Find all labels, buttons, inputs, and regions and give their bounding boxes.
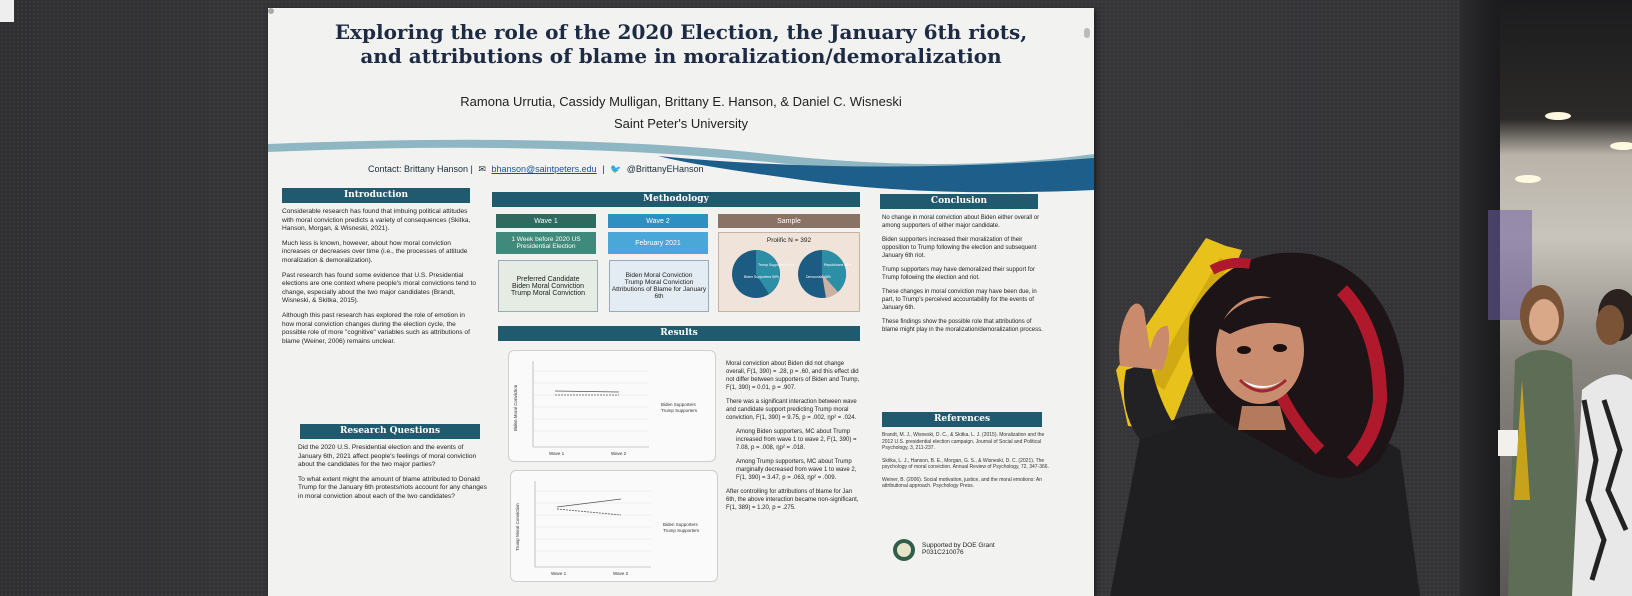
wave2-time: February 2021 [608, 232, 708, 254]
grant-line1: Supported by DOE Grant [922, 542, 995, 549]
presenter-person [1110, 238, 1420, 596]
intro-bullet: Much less is known, however, about how m… [282, 239, 468, 264]
poster-authors: Ramona Urrutia, Cassidy Mulligan, Britta… [460, 94, 902, 109]
results-bullet: Among Biden supporters, MC about Trump i… [736, 429, 857, 451]
intro-bullet: Considerable research has found that imb… [282, 208, 471, 233]
svg-text:Trump Supporters: Trump Supporters [663, 528, 700, 533]
poster-university: Saint Peter's University [614, 116, 748, 131]
svg-text:Democrats 48%: Democrats 48% [806, 275, 831, 279]
sample-box: Prolific N = 392 Biden Supporters 59% Tr… [718, 232, 860, 312]
push-pin [268, 8, 274, 14]
sample-n: Prolific N = 392 [766, 237, 812, 244]
rq-bullet: To what extent might the amount of blame… [298, 475, 487, 500]
trump-moral-conviction-chart: Trump Moral Conviction Wave 1 Wave 2 Bid… [510, 470, 718, 582]
results-text: Moral conviction about Biden did not cha… [726, 360, 862, 518]
references-list: Brandt, M. J., Wisneski, D. C., & Skitka… [882, 432, 1050, 496]
conclusion-text: No change in moral conviction about Bide… [882, 214, 1046, 340]
results-bullet: Among Trump supporters, MC about Trump m… [736, 459, 857, 481]
wave1-label: Wave 1 [496, 214, 596, 228]
results-heading: Results [498, 326, 860, 341]
email-icon: ✉ [478, 164, 486, 174]
research-questions-heading: Research Questions [300, 424, 480, 439]
conclusion-bullet: These findings show the possible role th… [882, 319, 1043, 333]
poster-title-line1: Exploring the role of the 2020 Election,… [334, 20, 1028, 44]
contact-email-link[interactable]: bhanson@saintpeters.edu [491, 164, 597, 174]
methodology-heading: Methodology [492, 192, 860, 207]
grant-line2: P031C210076 [922, 549, 964, 556]
wave2-label: Wave 2 [608, 214, 708, 228]
svg-text:Republicans 40%: Republicans 40% [824, 263, 851, 267]
results-bullet: After controlling for attributions of bl… [726, 489, 859, 511]
reference-item: Brandt, M. J., Wisneski, D. C., & Skitka… [882, 432, 1045, 451]
svg-text:Wave 2: Wave 2 [613, 571, 629, 576]
contact-twitter-handle: @BrittanyEHanson [626, 164, 704, 174]
poster-title-line2: and attributions of blame in moralizatio… [360, 44, 1002, 68]
conclusion-heading: Conclusion [880, 194, 1038, 209]
research-poster: Exploring the role of the 2020 Election,… [268, 8, 1094, 596]
svg-text:Trump Moral Conviction: Trump Moral Conviction [515, 503, 520, 551]
intro-bullet: Although this past research has explored… [282, 311, 470, 345]
doe-seal-icon [893, 539, 915, 561]
decorative-wave-band [268, 139, 1094, 196]
conclusion-bullet: No change in moral conviction about Bide… [882, 215, 1040, 229]
svg-text:Biden Supporters: Biden Supporters [663, 522, 699, 527]
rq-bullet: Did the 2020 U.S. Presidential election … [298, 444, 477, 469]
svg-text:Trump Supporters 41%: Trump Supporters 41% [758, 263, 794, 267]
svg-text:Wave 1: Wave 1 [551, 571, 567, 576]
conclusion-bullet: These changes in moral conviction may ha… [882, 289, 1037, 311]
twitter-icon: 🐦 [610, 164, 622, 174]
intro-bullet: Past research has found some evidence th… [282, 271, 477, 305]
reference-item: Skitka, L. J., Hanson, B. E., Morgan, G.… [882, 457, 1049, 471]
background-people [1488, 210, 1632, 596]
introduction-text: Considerable research has found that imb… [282, 208, 478, 352]
grant-info: Supported by DOE Grant P031C210076 [892, 538, 1052, 568]
conclusion-bullet: Trump supporters may have demoralized th… [882, 267, 1035, 281]
svg-text:Wave 2: Wave 2 [611, 451, 627, 456]
introduction-heading: Introduction [282, 188, 470, 203]
contact-line: Contact: Brittany Hanson | ✉ bhanson@sai… [368, 164, 704, 174]
conclusion-bullet: Biden supporters increased their moraliz… [882, 237, 1037, 259]
corner-mark [0, 0, 14, 22]
results-bullet: There was a significant interaction betw… [726, 399, 857, 421]
wave2-measures: Biden Moral Conviction Trump Moral Convi… [609, 260, 709, 312]
poster-title: Exploring the role of the 2020 Election,… [268, 20, 1094, 68]
svg-text:Wave 1: Wave 1 [549, 451, 565, 456]
wave1-measures: Preferred Candidate Biden Moral Convicti… [498, 260, 598, 312]
references-heading: References [882, 412, 1042, 427]
push-pin [1084, 28, 1090, 38]
svg-text:Trump Supporters: Trump Supporters [661, 408, 698, 413]
svg-text:Biden Supporters: Biden Supporters [661, 402, 697, 407]
research-questions-text: Did the 2020 U.S. Presidential election … [298, 444, 488, 508]
reference-item: Weiner, B. (2006). Social motivation, ju… [882, 476, 1042, 490]
svg-text:Biden Supporters 59%: Biden Supporters 59% [744, 275, 779, 279]
svg-text:Biden Moral Conviction: Biden Moral Conviction [513, 384, 518, 431]
biden-moral-conviction-chart: Biden Moral Conviction Wave 1 Wave 2 Bid… [508, 350, 716, 462]
sample-pie-charts: Biden Supporters 59% Trump Supporters 41… [732, 249, 851, 298]
results-bullet: Moral conviction about Biden did not cha… [726, 361, 860, 391]
sample-label: Sample [718, 214, 860, 228]
wave1-time: 1 Week before 2020 US Presidential Elect… [496, 232, 596, 254]
